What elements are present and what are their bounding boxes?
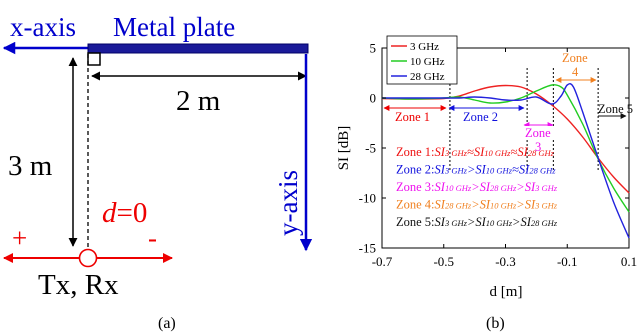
legend: 3 GHz 10 GHz 28 GHz (386, 35, 458, 85)
zone-annotation-2: Zone 2:SI3 GHz>SI10 GHz≈SI28 GHz (396, 163, 556, 177)
d-symbol: d (102, 197, 117, 229)
legend-label-28ghz: 28 GHz (410, 71, 445, 83)
zone3-label-num: 3 (535, 140, 541, 154)
right-angle-marker (87, 52, 101, 66)
x-tick-label: 0.1 (621, 254, 637, 269)
axis-ticks: -0.7 -0.5 -0.3 -0.1 0.1 5 0 -5 -10 -15 (359, 41, 637, 270)
d-value: =0 (117, 197, 148, 229)
metal-plate (87, 43, 309, 54)
zone3-label-word: Zone (525, 126, 551, 140)
d-equals-zero-label: d=0 (102, 197, 147, 229)
x-tick-label: -0.7 (372, 254, 393, 269)
y-axis-title: SI [dB] (336, 126, 352, 171)
si-chart: -0.7 -0.5 -0.3 -0.1 0.1 5 0 -5 -10 -15 SI [dB] d … (336, 35, 637, 332)
x-tick-label: -0.5 (433, 254, 454, 269)
y-tick-label: 5 (370, 41, 377, 56)
zone2-label: Zone 2 (463, 110, 498, 124)
legend-label-10ghz: 10 GHz (410, 56, 445, 68)
horizontal-distance-label: 2 m (176, 85, 221, 117)
metal-plate-label: Metal plate (113, 12, 235, 42)
y-tick-label: -5 (365, 141, 376, 156)
y-tick-label: 0 (370, 91, 377, 106)
zone1-label: Zone 1 (395, 110, 430, 124)
series-lines (381, 83, 630, 239)
zone3-label-box (524, 126, 554, 140)
series-line-28ghz (382, 83, 630, 239)
geometry-diagram: x-axis Metal plate 2 m 3 m y-axis d=0 + … (2, 12, 313, 332)
legend-label-3ghz: 3 GHz (410, 41, 439, 53)
caption-a: (a) (158, 315, 176, 332)
zone5-label: Zone 5 (598, 102, 633, 116)
y-axis-label: y-axis (273, 170, 303, 236)
zone-annotation-3: Zone 3:SI10 GHz>SI28 GHz>SI3 GHz (396, 180, 558, 194)
y-tick-label: -10 (359, 191, 376, 206)
minus-sign: - (148, 223, 157, 253)
txrx-antenna-icon (78, 248, 98, 268)
zone4-label-word: Zone (562, 51, 588, 65)
caption-b: (b) (486, 315, 505, 332)
zone-annotation-5: Zone 5:SI3 GHz>SI10 GHz>SI28 GHz (396, 215, 558, 229)
zone-annotations: Zone 1:SI3 GHz≈SI10 GHz≈SI28 GHz Zone 2:S… (396, 145, 558, 229)
x-axis-label: x-axis (10, 12, 76, 42)
plus-sign: + (12, 223, 27, 253)
txrx-label: Tx, Rx (38, 269, 119, 301)
x-tick-label: -0.1 (557, 254, 578, 269)
x-axis-title: d [m] (490, 284, 523, 300)
vertical-distance-label: 3 m (8, 150, 53, 182)
zone4-label-num: 4 (572, 65, 579, 79)
y-tick-label: -15 (359, 241, 376, 256)
series-line-10ghz (381, 84, 630, 213)
zone-annotation-1: Zone 1:SI3 GHz≈SI10 GHz≈SI28 GHz (396, 145, 555, 159)
x-tick-label: -0.3 (495, 254, 516, 269)
zone-annotation-4: Zone 4:SI28 GHz>SI10 GHz>SI3 GHz (396, 198, 558, 212)
